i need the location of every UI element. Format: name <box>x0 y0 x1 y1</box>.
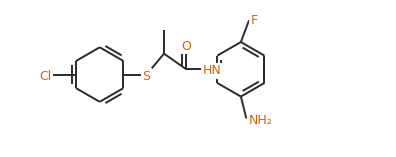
Text: NH₂: NH₂ <box>249 114 273 127</box>
Text: O: O <box>181 40 191 53</box>
Text: S: S <box>143 70 150 83</box>
Text: Cl: Cl <box>39 70 51 83</box>
Text: HN: HN <box>203 64 222 77</box>
Text: F: F <box>251 14 258 27</box>
